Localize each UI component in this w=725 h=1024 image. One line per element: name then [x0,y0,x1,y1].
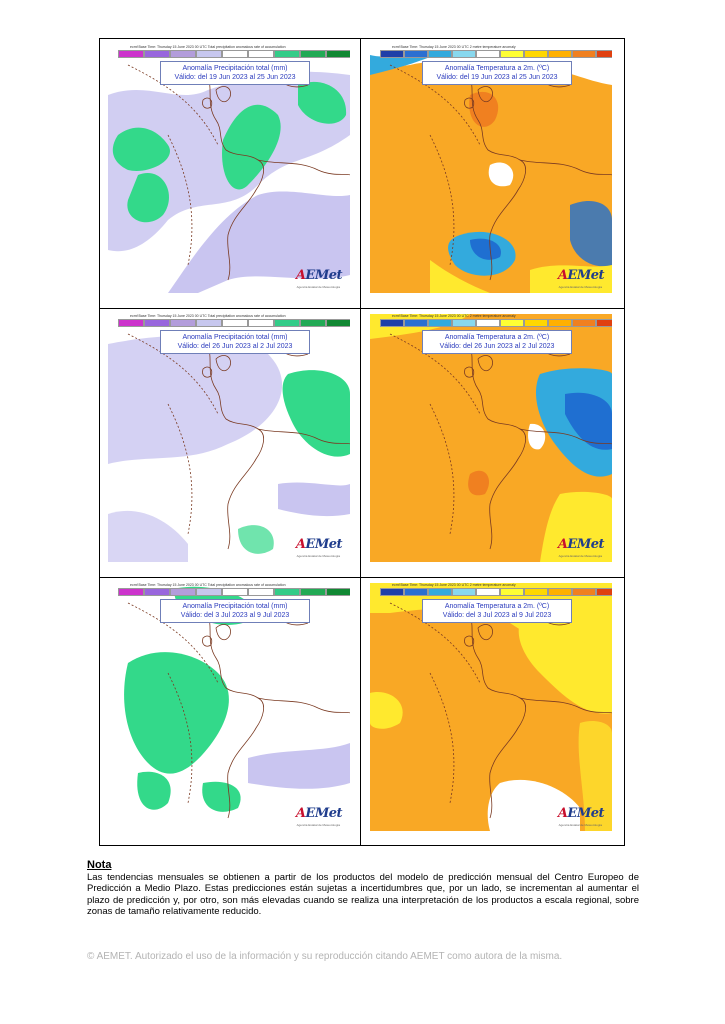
note-title: Nota [87,859,112,871]
map-valid-range: Válido: del 26 Jun 2023 al 2 Jul 2023 [439,343,555,350]
map-valid-range: Válido: del 26 Jun 2023 al 2 Jul 2023 [177,343,293,350]
run-info: ecmf Base Time: Thursday 15 June 2023 00… [130,45,286,49]
aemet-logo: AEMet [557,806,605,821]
map-title-box: Anomalía Precipitación total (mm) Válido… [160,330,310,354]
map-title: Anomalía Precipitación total (mm) [182,334,288,341]
map-title: Anomalía Temperatura a 2m. (ºC) [444,603,550,610]
temp-map-3: ecmf Base Time: Thursday 15 June 2023 00… [370,583,612,831]
aemet-logo-sub: Agencia Estatal de Meteorología [558,823,602,827]
map-image [108,45,350,293]
temp-map-1: ecmf Base Time: Thursday 15 June 2023 00… [370,45,612,293]
aemet-logo-sub: Agencia Estatal de Meteorología [558,285,602,289]
map-title-box: Anomalía Precipitación total (mm) Válido… [160,61,310,85]
grid-divider-vertical [360,39,361,845]
map-title-box: Anomalía Temperatura a 2m. (ºC) Válido: … [422,330,572,354]
map-valid-range: Válido: del 3 Jul 2023 al 9 Jul 2023 [442,612,552,619]
aemet-logo: AEMet [557,537,605,552]
map-title: Anomalía Temperatura a 2m. (ºC) [444,334,550,341]
map-title-box: Anomalía Precipitación total (mm) Válido… [160,599,310,623]
grid-divider-row1 [100,308,624,309]
map-title: Anomalía Precipitación total (mm) [182,65,288,72]
color-scale [118,319,350,327]
map-image [370,314,612,562]
aemet-logo: AEMet [295,806,343,821]
map-valid-range: Válido: del 3 Jul 2023 al 9 Jul 2023 [180,612,290,619]
map-title-box: Anomalía Temperatura a 2m. (ºC) Válido: … [422,61,572,85]
map-title: Anomalía Temperatura a 2m. (ºC) [444,65,550,72]
run-info: ecmf Base Time: Thursday 15 June 2023 00… [392,314,516,318]
aemet-logo: AEMet [557,268,605,283]
run-info: ecmf Base Time: Thursday 15 June 2023 00… [130,583,286,587]
precip-map-1: ecmf Base Time: Thursday 15 June 2023 00… [108,45,350,293]
run-info: ecmf Base Time: Thursday 15 June 2023 00… [130,314,286,318]
color-scale [380,319,612,327]
color-scale [118,50,350,58]
map-image [108,314,350,562]
color-scale [380,50,612,58]
color-scale [380,588,612,596]
precip-map-3: ecmf Base Time: Thursday 15 June 2023 00… [108,583,350,831]
aemet-logo: AEMet [295,268,343,283]
note-section: Nota Las tendencias mensuales se obtiene… [87,859,639,918]
aemet-logo-sub: Agencia Estatal de Meteorología [558,554,602,558]
aemet-logo-sub: Agencia Estatal de Meteorología [296,285,340,289]
map-valid-range: Válido: del 19 Jun 2023 al 25 Jun 2023 [174,74,296,81]
map-title-box: Anomalía Temperatura a 2m. (ºC) Válido: … [422,599,572,623]
map-grid [99,38,625,846]
aemet-logo-sub: Agencia Estatal de Meteorología [296,823,340,827]
run-info: ecmf Base Time: Thursday 15 June 2023 00… [392,583,516,587]
map-valid-range: Válido: del 19 Jun 2023 al 25 Jun 2023 [436,74,558,81]
note-body: Las tendencias mensuales se obtienen a p… [87,871,639,918]
aemet-logo-sub: Agencia Estatal de Meteorología [296,554,340,558]
map-title: Anomalía Precipitación total (mm) [182,603,288,610]
grid-divider-row2 [100,577,624,578]
color-scale [118,588,350,596]
run-info: ecmf Base Time: Thursday 15 June 2023 00… [392,45,516,49]
precip-map-2: ecmf Base Time: Thursday 15 June 2023 00… [108,314,350,562]
temp-map-2: ecmf Base Time: Thursday 15 June 2023 00… [370,314,612,562]
aemet-logo: AEMet [295,537,343,552]
copyright-footer: © AEMET. Autorizado el uso de la informa… [87,951,563,962]
